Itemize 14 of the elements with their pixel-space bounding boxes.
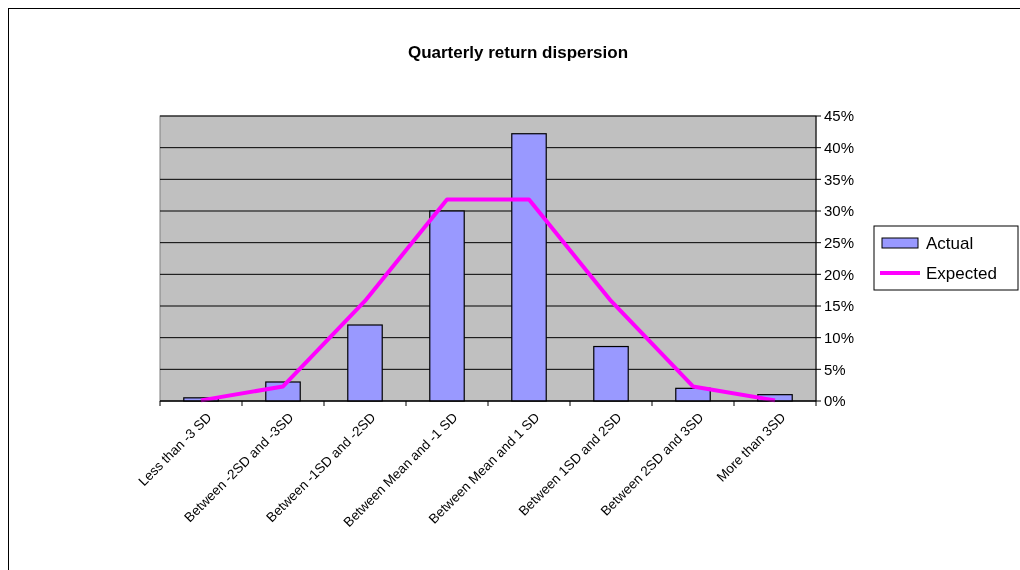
line-series — [199, 197, 777, 403]
y-tick-label: 20% — [824, 265, 855, 283]
y-tick-label: 30% — [824, 202, 855, 220]
legend-label: Expected — [926, 263, 997, 283]
legend-label: Actual — [926, 233, 974, 253]
y-tick-label: 25% — [824, 233, 855, 251]
y-tick-label: 5% — [824, 360, 846, 378]
chart-title: Quarterly return dispersion — [407, 43, 629, 62]
y-tick-label: 40% — [824, 138, 855, 156]
y-tick-label: 35% — [824, 170, 855, 188]
y-tick-label: 15% — [824, 297, 855, 315]
y-tick-label: 10% — [824, 328, 855, 346]
y-tick-label: 0% — [824, 392, 846, 410]
y-tick-label: 45% — [824, 107, 855, 125]
